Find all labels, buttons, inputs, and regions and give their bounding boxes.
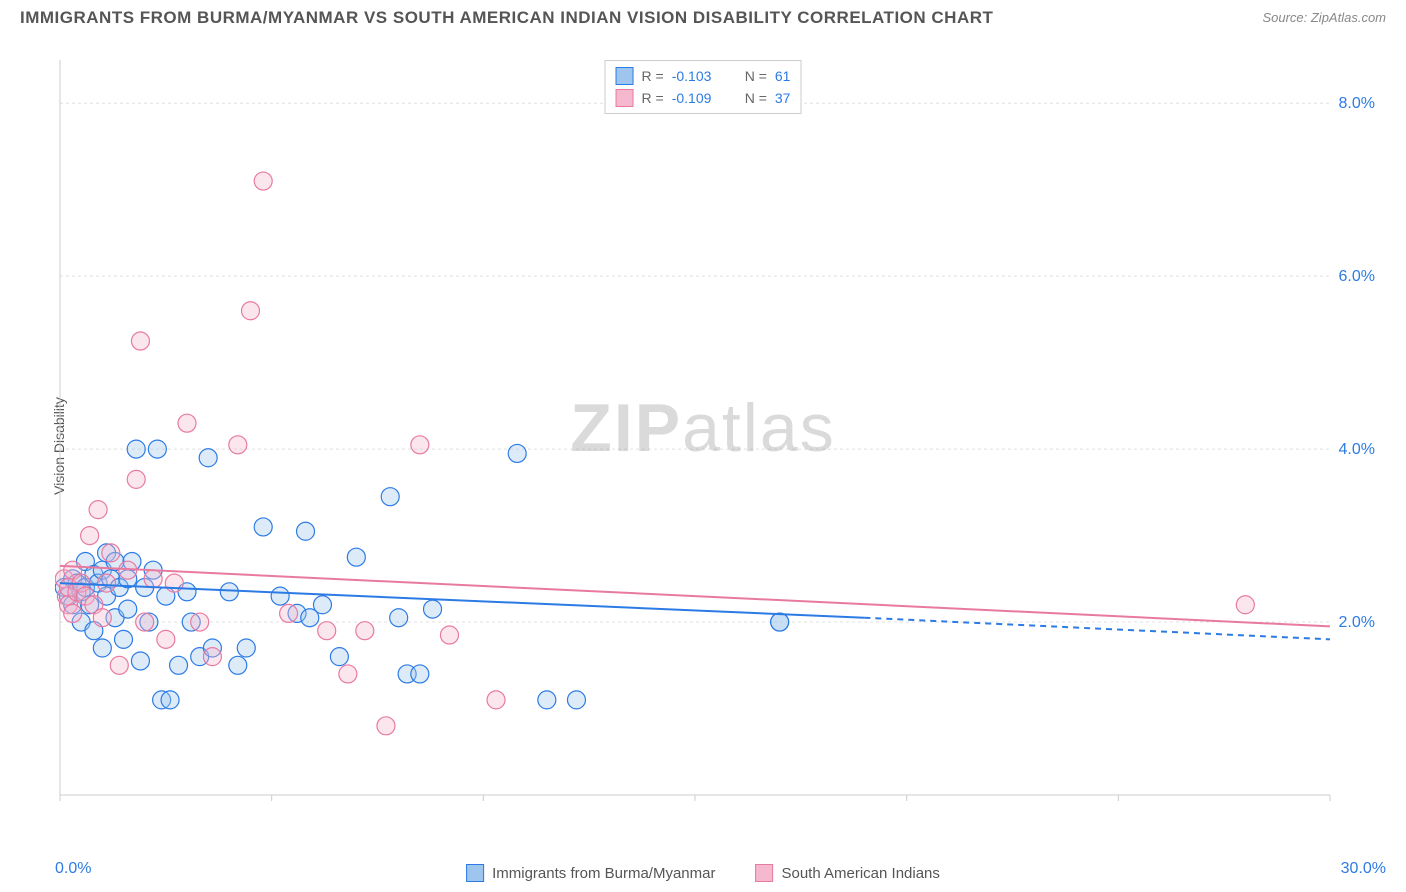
r-value: -0.109 bbox=[672, 90, 727, 106]
svg-text:2.0%: 2.0% bbox=[1339, 614, 1375, 631]
svg-text:6.0%: 6.0% bbox=[1339, 268, 1375, 285]
source-attribution: Source: ZipAtlas.com bbox=[1262, 10, 1386, 25]
svg-text:8.0%: 8.0% bbox=[1339, 95, 1375, 112]
n-value: 37 bbox=[775, 90, 791, 106]
legend-item-burma: Immigrants from Burma/Myanmar bbox=[466, 864, 715, 882]
n-value: 61 bbox=[775, 68, 791, 84]
r-value: -0.103 bbox=[672, 68, 727, 84]
x-axis-max-label: 30.0% bbox=[1341, 860, 1386, 878]
legend-item-sai: South American Indians bbox=[755, 864, 939, 882]
series-legend: Immigrants from Burma/Myanmar South Amer… bbox=[466, 864, 940, 882]
correlation-legend-row: R = -0.103 N = 61 bbox=[616, 65, 791, 87]
legend-swatch-sai bbox=[616, 89, 634, 107]
legend-swatch-icon bbox=[466, 864, 484, 882]
correlation-legend-row: R = -0.109 N = 37 bbox=[616, 87, 791, 109]
legend-label: Immigrants from Burma/Myanmar bbox=[492, 865, 715, 882]
legend-label: South American Indians bbox=[781, 865, 939, 882]
chart-title: IMMIGRANTS FROM BURMA/MYANMAR VS SOUTH A… bbox=[20, 8, 993, 28]
legend-swatch-burma bbox=[616, 67, 634, 85]
x-axis-min-label: 0.0% bbox=[55, 860, 91, 878]
correlation-legend: R = -0.103 N = 61 R = -0.109 N = 37 bbox=[605, 60, 802, 114]
svg-text:4.0%: 4.0% bbox=[1339, 441, 1375, 458]
scatter-chart: 2.0% 4.0% 6.0% 8.0% bbox=[55, 55, 1385, 840]
legend-swatch-icon bbox=[755, 864, 773, 882]
